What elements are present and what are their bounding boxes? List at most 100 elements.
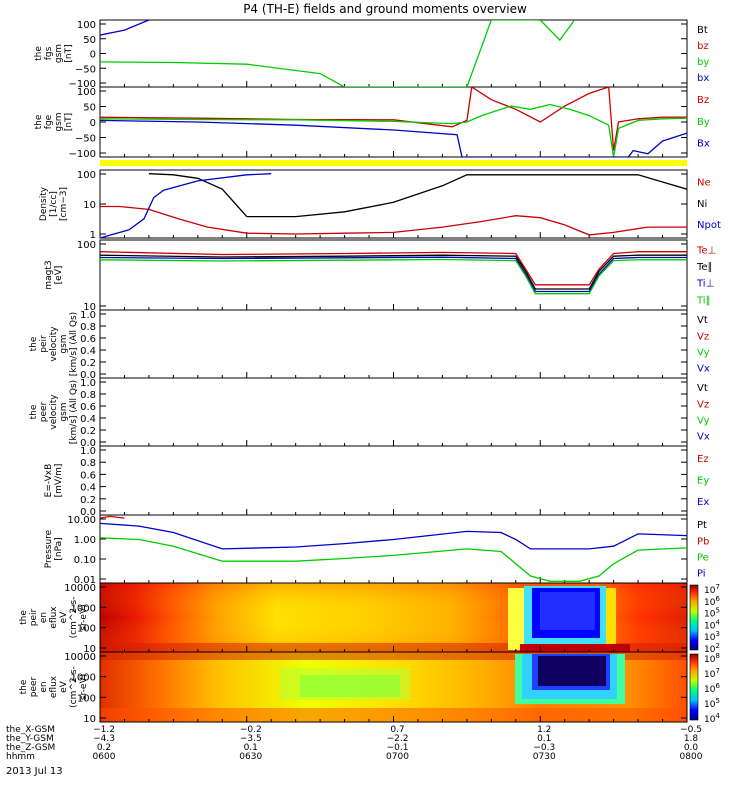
y-tick-label: 10000 [64,652,96,663]
y-axis-label: Pressure [44,529,54,568]
panel-frame [99,445,688,516]
colorbar-label: 102 [704,642,720,655]
y-axis-label: gsm [59,334,69,353]
x-tick-label: 0600 [93,752,116,762]
x-tick-label: −1.2 [93,725,115,735]
y-axis-label: peer [39,401,49,422]
y-axis-label: eV [59,680,69,693]
y-tick-label: 100 [77,240,96,251]
x-tick-label: 0.1 [244,743,258,753]
colorbar-label: 104 [704,712,720,725]
legend-entry: Bz [697,95,709,106]
legend-entry: Ni [697,199,707,210]
y-tick-label: 0 [90,118,96,129]
legend-entry: Npot [697,220,721,231]
x-tick-label: −0.1 [387,743,409,753]
series-by [100,20,576,87]
y-axis-label: [1/cc] [49,191,59,217]
y-axis-label: velocity [49,326,59,362]
colorbar-label: 106 [704,595,720,608]
x-tick-label: −4.3 [93,734,115,744]
y-tick-label: 0.6 [80,402,96,413]
x-tick-label: 0700 [386,752,409,762]
y-tick-label: 0.2 [80,426,96,437]
y-tick-label: 0.8 [80,458,96,469]
y-tick-label: 1.0 [80,378,96,389]
panel-frame [99,169,688,239]
y-tick-label: 1.00 [74,535,96,546]
y-axis-label: eflux [49,675,59,698]
y-tick-label: 1000 [71,603,96,614]
y-axis-label: (cm^2-s- [69,666,79,708]
y-tick-label: 0.4 [80,346,96,357]
legend-entry: By [697,117,710,128]
x-axis-row-label: hhmm [6,752,35,762]
legend-entry: Ti∥ [696,295,711,306]
x-axis-row-label: the_Y-GSM [6,734,54,744]
x-tick-label: 0.2 [97,743,111,753]
y-axis-label: magt3 [44,260,54,289]
y-axis-label: [nT] [64,113,74,131]
colorbar-label: 103 [704,630,720,643]
y-tick-label: 10 [83,714,96,725]
y-axis-label: the [34,46,44,61]
y-tick-label: 100 [77,87,96,98]
y-tick-label: 0.4 [80,414,96,425]
series-Pb [100,515,125,519]
x-tick-label: −2.2 [387,734,409,744]
legend-entry: Ez [697,454,709,465]
y-tick-label: −50 [75,134,96,145]
x-tick-label: 0.0 [684,743,699,753]
legend-entry: Ey [697,475,709,486]
series-Ne [100,205,687,236]
y-axis-label: the [34,114,44,129]
legend-entry: Pb [697,536,709,547]
legend-entry: Ti⊥ [696,279,714,290]
panel-frame [99,309,688,379]
colorbar-label: 107 [704,583,720,596]
y-tick-label: −50 [75,64,96,75]
y-tick-label: 0.0 [80,507,96,518]
legend-entry: Ne [697,178,711,189]
x-tick-label: 0.1 [537,734,551,744]
y-tick-label: 0.4 [80,483,96,494]
y-axis-label: Density [39,186,49,221]
colorbar-label: 104 [704,618,720,631]
y-axis-label: sr-eV) [79,604,89,630]
electron-colorbar [689,653,699,721]
panel-frame [99,19,688,88]
series-Pe [100,537,687,582]
legend-entry: Vy [697,415,710,426]
y-axis-label: [cm−3] [59,187,69,221]
legend-entry: Vx [697,432,710,443]
series-By [100,103,687,157]
x-tick-label: 1.8 [684,734,699,744]
x-tick-label: −0.2 [240,725,262,735]
y-tick-label: −100 [69,79,96,90]
y-tick-label: 10000 [64,583,96,594]
y-axis-label: the [19,610,29,625]
y-axis-label: E=-VxB [44,464,54,498]
quality-flag-bar [100,160,687,166]
y-tick-label: 1 [90,230,96,241]
legend-entry: Pe [697,552,709,563]
y-tick-label: 50 [83,103,96,114]
y-tick-label: 0.8 [80,390,96,401]
y-axis-label: the [29,404,39,419]
y-axis-label: gsm [59,402,69,421]
y-axis-label: [nT] [64,44,74,62]
series-Ti∥ [100,258,687,295]
x-tick-label: 0.7 [390,725,404,735]
y-tick-label: 10 [83,200,96,211]
y-axis-label: fge [44,114,54,129]
y-tick-label: 1.0 [80,446,96,457]
series-Bx [100,119,687,157]
y-axis-label: (cm^2-s- [69,597,79,639]
plot-title: P4 (TH-E) fields and ground moments over… [243,2,527,16]
legend-entry: bz [697,41,709,52]
y-axis-label: the [19,679,29,694]
y-axis-label: [mV/m] [54,464,64,498]
series-Bz [100,87,687,151]
legend-entry: Te∥ [696,262,713,273]
y-axis-label: gsm [54,112,64,131]
